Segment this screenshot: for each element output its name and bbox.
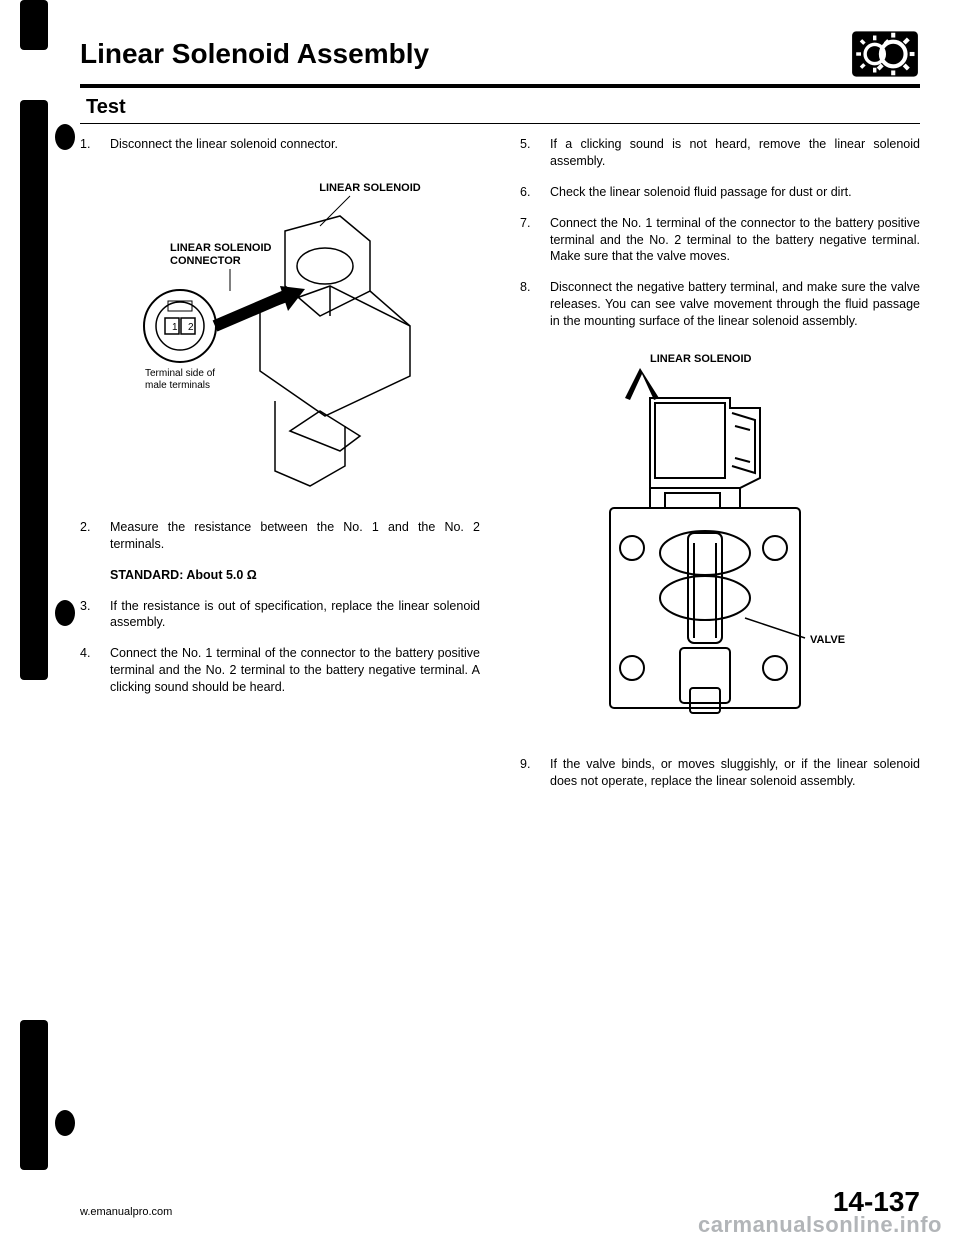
step: 1. Disconnect the linear solenoid connec… — [80, 136, 480, 153]
section-subtitle: Test — [86, 96, 920, 119]
left-column: 1. Disconnect the linear solenoid connec… — [80, 136, 480, 804]
standard-value: STANDARD: About 5.0 Ω — [110, 567, 480, 584]
right-column: 5. If a clicking sound is not heard, rem… — [520, 136, 920, 804]
label-linear-solenoid: LINEAR SOLENOID — [650, 353, 752, 365]
label-valve: VALVE — [810, 634, 845, 646]
svg-text:2: 2 — [188, 322, 194, 333]
connector-diagram: LINEAR SOLENOID LINEAR SOLENOID CONNECTO… — [80, 171, 480, 491]
divider-thick — [80, 84, 920, 88]
step-text: Disconnect the linear solenoid connector… — [110, 136, 480, 153]
step-text: Disconnect the negative battery terminal… — [550, 279, 920, 330]
step-text: If the resistance is out of specificatio… — [110, 598, 480, 632]
step: 7. Connect the No. 1 terminal of the con… — [520, 215, 920, 266]
label-terminal-2: male terminals — [145, 380, 210, 391]
step-number: 5. — [520, 136, 538, 170]
step-text: If a clicking sound is not heard, remove… — [550, 136, 920, 170]
step: 2. Measure the resistance between the No… — [80, 519, 480, 553]
step-text: Measure the resistance between the No. 1… — [110, 519, 480, 553]
content-columns: 1. Disconnect the linear solenoid connec… — [80, 136, 920, 804]
step: 9. If the valve binds, or moves sluggish… — [520, 756, 920, 790]
step: 4. Connect the No. 1 terminal of the con… — [80, 645, 480, 696]
divider-thin — [80, 123, 920, 124]
label-connector-2: CONNECTOR — [170, 255, 241, 267]
step-number: 8. — [520, 279, 538, 330]
gear-icon — [850, 30, 920, 78]
step: 6. Check the linear solenoid fluid passa… — [520, 184, 920, 201]
step-number: 4. — [80, 645, 98, 696]
svg-text:1: 1 — [172, 322, 178, 333]
page-title: Linear Solenoid Assembly — [80, 38, 429, 70]
step-text: Check the linear solenoid fluid passage … — [550, 184, 920, 201]
step-text: Connect the No. 1 terminal of the connec… — [550, 215, 920, 266]
step-text: If the valve binds, or moves sluggishly,… — [550, 756, 920, 790]
step: 8. Disconnect the negative battery termi… — [520, 279, 920, 330]
label-linear-solenoid: LINEAR SOLENOID — [319, 182, 421, 194]
step: 5. If a clicking sound is not heard, rem… — [520, 136, 920, 170]
footer-site: w.emanualpro.com — [80, 1206, 172, 1218]
label-connector: LINEAR SOLENOID — [170, 242, 272, 254]
step: 3. If the resistance is out of specifica… — [80, 598, 480, 632]
step-number: 2. — [80, 519, 98, 553]
step-number: 6. — [520, 184, 538, 201]
title-row: Linear Solenoid Assembly — [80, 30, 920, 84]
watermark: carmanualsonline.info — [698, 1212, 942, 1238]
step-text: Connect the No. 1 terminal of the connec… — [110, 645, 480, 696]
step-number: 7. — [520, 215, 538, 266]
valve-diagram: LINEAR SOLENOID — [520, 348, 920, 728]
step-number: 9. — [520, 756, 538, 790]
step-number: 1. — [80, 136, 98, 153]
page: Linear Solenoid Assembly Test — [0, 0, 960, 1242]
label-terminal: Terminal side of — [145, 368, 215, 379]
step-number: 3. — [80, 598, 98, 632]
